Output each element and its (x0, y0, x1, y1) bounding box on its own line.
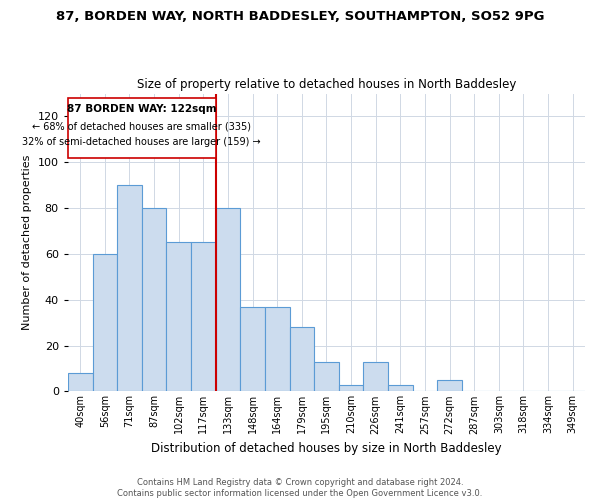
Bar (166, 242, 191, 392)
Text: ← 68% of detached houses are smaller (335): ← 68% of detached houses are smaller (33… (32, 121, 251, 131)
Bar (142, 208, 166, 392)
Text: Contains HM Land Registry data © Crown copyright and database right 2024.
Contai: Contains HM Land Registry data © Crown c… (118, 478, 482, 498)
Bar (117, 185, 142, 392)
Bar (339, 384, 364, 392)
Text: 32% of semi-detached houses are larger (159) →: 32% of semi-detached houses are larger (… (22, 137, 261, 147)
X-axis label: Distribution of detached houses by size in North Baddesley: Distribution of detached houses by size … (151, 442, 502, 455)
Text: 87 BORDEN WAY: 122sqm: 87 BORDEN WAY: 122sqm (67, 104, 217, 114)
Bar (364, 362, 388, 392)
FancyBboxPatch shape (68, 98, 215, 158)
Bar (191, 242, 215, 392)
Bar (265, 306, 290, 392)
Bar (314, 362, 339, 392)
Bar (68, 373, 92, 392)
Bar (92, 254, 117, 392)
Bar (240, 306, 265, 392)
Title: Size of property relative to detached houses in North Baddesley: Size of property relative to detached ho… (137, 78, 516, 91)
Text: 87, BORDEN WAY, NORTH BADDESLEY, SOUTHAMPTON, SO52 9PG: 87, BORDEN WAY, NORTH BADDESLEY, SOUTHAM… (56, 10, 544, 23)
Bar (388, 384, 413, 392)
Bar (215, 208, 240, 392)
Bar (437, 380, 462, 392)
Bar (290, 327, 314, 392)
Y-axis label: Number of detached properties: Number of detached properties (22, 155, 32, 330)
